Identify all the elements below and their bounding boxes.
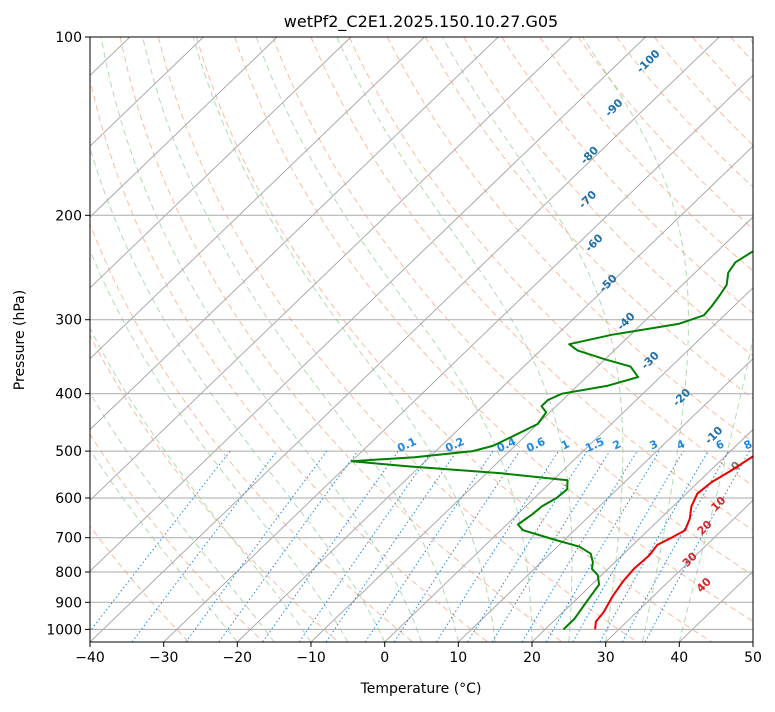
x-axis-label: Temperature (°C) [360, 681, 482, 697]
x-tick-label: −10 [296, 650, 326, 666]
x-tick-label: 20 [523, 650, 541, 666]
x-tick-label: 10 [449, 650, 467, 666]
chart-title: wetPf2_C2E1.2025.150.10.27.G05 [284, 12, 558, 32]
y-tick-label: 400 [55, 387, 82, 403]
x-tick-label: 50 [744, 650, 762, 666]
x-tick-label: 40 [670, 650, 688, 666]
y-tick-label: 100 [55, 30, 82, 46]
y-tick-label: 300 [55, 313, 82, 329]
y-tick-label: 500 [55, 444, 82, 460]
x-tick-label: −20 [223, 650, 253, 666]
y-tick-label: 800 [55, 565, 82, 581]
y-tick-label: 700 [55, 531, 82, 547]
y-tick-label: 1000 [46, 622, 82, 638]
x-tick-label: 30 [597, 650, 615, 666]
y-tick-label: 900 [55, 595, 82, 611]
y-tick-label: 600 [55, 491, 82, 507]
y-tick-label: 200 [55, 208, 82, 224]
x-tick-label: −40 [75, 650, 105, 666]
x-tick-label: −30 [149, 650, 179, 666]
y-axis-label: Pressure (hPa) [12, 290, 28, 390]
x-tick-label: 0 [380, 650, 389, 666]
